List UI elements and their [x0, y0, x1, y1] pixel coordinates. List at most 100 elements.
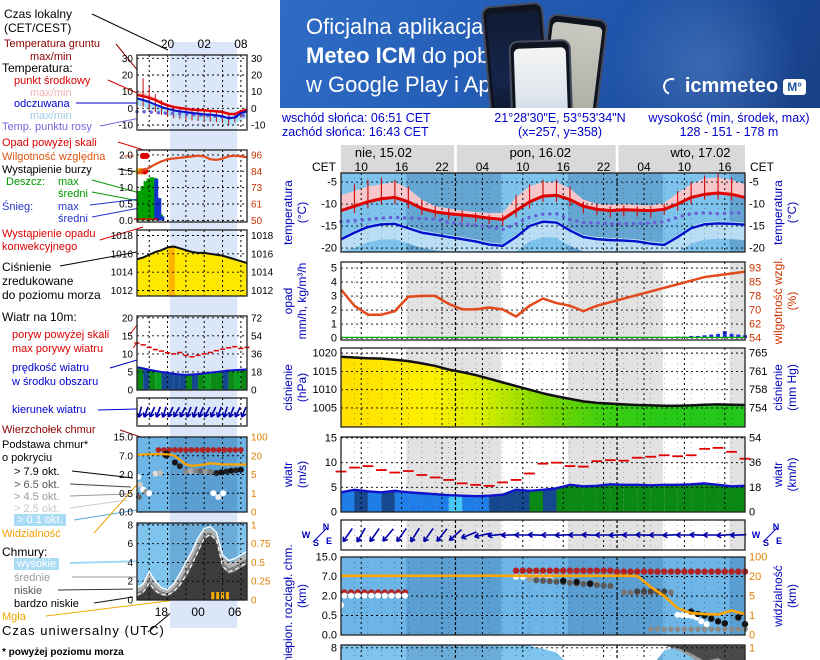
svg-text:1010: 1010 [313, 384, 337, 396]
svg-text:-20: -20 [321, 243, 337, 255]
svg-text:5: 5 [331, 263, 337, 275]
svg-text:10: 10 [516, 160, 530, 174]
svg-text:54: 54 [749, 432, 761, 444]
svg-text:1014: 1014 [111, 268, 134, 279]
sunrise-info: wschód słońca: 06:51 CET [282, 111, 431, 125]
svg-text:1018: 1018 [111, 231, 134, 242]
app-banner[interactable]: Oficjalna aplikacja Meteo ICM do pobrani… [280, 0, 820, 108]
svg-text:5: 5 [331, 482, 337, 494]
banner-glow [610, 0, 800, 108]
svg-text:0.25: 0.25 [251, 577, 271, 588]
legend-temperature: Temperatura: [2, 61, 73, 75]
svg-text:1012: 1012 [111, 286, 134, 297]
svg-text:(°C): (°C) [295, 202, 309, 223]
svg-text:temperatura: temperatura [281, 180, 295, 245]
legend-clouds-mid: średnie [14, 572, 51, 584]
svg-text:E: E [776, 536, 782, 546]
legend-wind-speed-1: prędkość wiatru [12, 362, 90, 374]
svg-text:1.0: 1.0 [119, 183, 133, 194]
altitude-values: 128 - 151 - 178 m [679, 125, 779, 139]
legend-ground-temp: Temperatura gruntu [4, 38, 100, 50]
svg-text:0: 0 [331, 507, 337, 519]
svg-text:1.5: 1.5 [119, 167, 133, 178]
svg-text:5: 5 [749, 591, 755, 603]
svg-text:N: N [773, 522, 780, 532]
svg-text:8: 8 [331, 642, 337, 654]
svg-text:CET: CET [750, 160, 775, 174]
svg-text:-10: -10 [251, 121, 266, 132]
sunset-info: zachód słońca: 16:43 CET [282, 125, 429, 139]
svg-text:96: 96 [251, 150, 263, 161]
legend-max-gusts: max porywy wiatru [12, 343, 104, 355]
svg-text:4: 4 [331, 277, 337, 289]
svg-text:-10: -10 [321, 199, 337, 211]
svg-text:1018: 1018 [251, 231, 274, 242]
svg-text:1: 1 [331, 319, 337, 331]
svg-text:50: 50 [251, 216, 263, 227]
legend-utc: Czas uniwersalny (UTC) [2, 623, 165, 638]
svg-text:1020: 1020 [313, 348, 337, 360]
legend-wind-speed-2: w środku obszaru [12, 376, 99, 388]
svg-text:758: 758 [749, 384, 767, 396]
svg-text:(km): (km) [785, 584, 799, 608]
svg-text:18: 18 [251, 367, 263, 378]
legend-cloud-base-2: o pokryciu [2, 452, 53, 464]
legend-convective-1: Wystąpienie opadu [2, 228, 96, 240]
legend-rain-max: max [58, 176, 79, 188]
svg-text:8: 8 [127, 520, 133, 531]
svg-text:00: 00 [191, 605, 205, 619]
phone-mockup-3 [508, 38, 574, 108]
svg-text:10: 10 [325, 457, 337, 469]
svg-text:ciśnienie: ciśnienie [771, 364, 785, 411]
grid-xy-info: (x=257, y=358) [517, 125, 603, 139]
svg-text:85: 85 [749, 277, 761, 289]
legend-local-time-zone: (CET/CEST) [4, 21, 72, 35]
svg-text:2: 2 [127, 577, 133, 588]
legend-pressure-3: do poziomu morza [2, 288, 101, 302]
svg-text:16: 16 [557, 160, 571, 174]
svg-text:-5: -5 [327, 177, 337, 189]
svg-text:0: 0 [127, 104, 133, 115]
svg-text:30: 30 [122, 54, 134, 65]
svg-text:-15: -15 [749, 221, 765, 233]
svg-text:100: 100 [749, 552, 767, 564]
svg-text:1015: 1015 [313, 366, 337, 378]
svg-text:7.0: 7.0 [119, 451, 133, 462]
legend-okt-79: > 7.9 okt. [14, 466, 60, 478]
svg-text:zachmurzenie: zachmurzenie [281, 646, 295, 660]
svg-text:1016: 1016 [111, 249, 134, 260]
legend-okt-45: > 4.5 okt. [14, 491, 60, 503]
svg-text:W: W [302, 530, 311, 540]
svg-text:S: S [763, 538, 769, 548]
svg-text:0.5: 0.5 [119, 200, 133, 211]
svg-text:15.0: 15.0 [316, 552, 337, 564]
svg-text:-10: -10 [749, 199, 765, 211]
svg-text:1: 1 [749, 642, 755, 654]
svg-text:0: 0 [749, 507, 755, 519]
legend-pressure-2: zredukowane [2, 274, 74, 288]
svg-text:20: 20 [122, 71, 134, 82]
svg-text:30: 30 [251, 54, 263, 65]
coords-info: 21°28'30"E, 53°53'34"N [494, 111, 626, 125]
legend-cloud-base-1: Podstawa chmur* [2, 439, 89, 451]
svg-text:wto, 17.02: wto, 17.02 [670, 145, 731, 160]
svg-text:pion. rozciągł. chm.: pion. rozciągł. chm. [281, 544, 295, 647]
legend-precip-offscale: Opad powyżej skali [2, 137, 97, 149]
legend-rel-humidity: Wilgotność względna [2, 151, 106, 163]
svg-text:wiatr: wiatr [771, 462, 785, 488]
svg-text:0.5: 0.5 [251, 558, 265, 569]
svg-text:2: 2 [331, 305, 337, 317]
svg-text:3: 3 [331, 291, 337, 303]
svg-text:54: 54 [749, 333, 761, 345]
svg-text:(m/s): (m/s) [295, 461, 309, 488]
legend-feels-like: odczuwana [14, 98, 70, 110]
svg-text:54: 54 [251, 331, 263, 342]
svg-text:1005: 1005 [313, 402, 337, 414]
svg-text:2.0: 2.0 [119, 150, 133, 161]
legend-okt-25: > 2.5 okt. [14, 503, 60, 515]
svg-text:N: N [323, 522, 330, 532]
svg-text:mm/h, kg/m³/h: mm/h, kg/m³/h [295, 263, 309, 340]
svg-text:20: 20 [251, 71, 263, 82]
svg-text:15: 15 [122, 331, 134, 342]
